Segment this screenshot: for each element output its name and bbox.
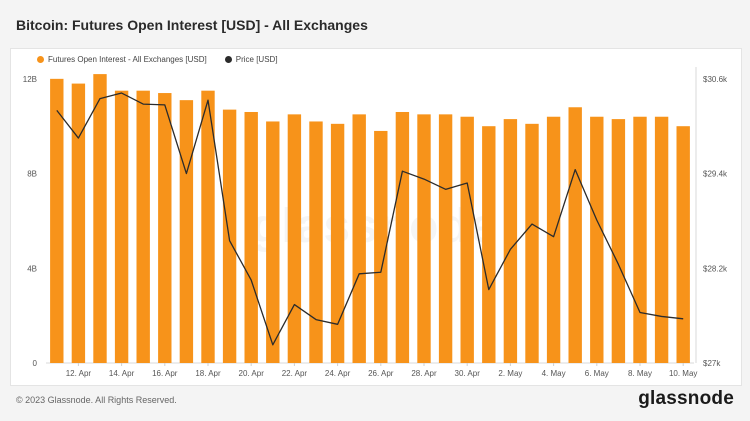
bar-open-interest	[287, 114, 302, 363]
y-right-tick-label: $27k	[703, 359, 721, 368]
x-tick-label: 22. Apr	[282, 369, 308, 378]
bar-open-interest	[93, 74, 107, 363]
x-tick-label: 28. Apr	[411, 369, 437, 378]
bar-open-interest	[676, 126, 690, 363]
x-tick-label: 30. Apr	[455, 369, 481, 378]
x-tick-label: 2. May	[498, 369, 522, 378]
bar-open-interest	[244, 111, 258, 363]
legend-item-price[interactable]: Price [USD]	[224, 55, 278, 64]
x-tick-label: 14. Apr	[109, 369, 135, 378]
bar-open-interest	[395, 111, 410, 363]
chart-title: Bitcoin: Futures Open Interest [USD] - A…	[16, 17, 368, 33]
y-right-tick-label: $30.6k	[703, 75, 728, 84]
bar-open-interest	[611, 119, 626, 363]
bar-open-interest	[201, 90, 215, 364]
y-left-tick-label: 12B	[23, 75, 37, 84]
brand-logo: glassnode	[638, 388, 734, 409]
bar-open-interest	[222, 109, 237, 363]
bar-open-interest	[158, 93, 172, 364]
bar-open-interest	[438, 114, 453, 363]
legend-item-open-interest[interactable]: Futures Open Interest - All Exchanges [U…	[37, 55, 207, 64]
y-right-tick-label: $29.4k	[703, 170, 728, 179]
legend-label-price: Price [USD]	[235, 55, 278, 64]
legend-swatch-price	[224, 56, 232, 63]
bar-open-interest	[114, 90, 129, 364]
x-tick-label: 26. Apr	[368, 369, 394, 378]
x-tick-label: 10. May	[669, 369, 697, 378]
copyright-text: © 2023 Glassnode. All Rights Reserved.	[16, 395, 177, 405]
bar-open-interest	[266, 121, 280, 364]
x-tick-label: 6. May	[585, 369, 609, 378]
bar-open-interest	[654, 116, 669, 363]
legend-label-open-interest: Futures Open Interest - All Exchanges [U…	[48, 55, 207, 64]
bar-open-interest	[352, 114, 366, 363]
bar-open-interest	[309, 121, 323, 364]
bar-open-interest	[330, 123, 345, 363]
bar-open-interest	[503, 119, 518, 363]
y-left-tick-label: 4B	[27, 264, 37, 273]
x-tick-label: 16. Apr	[152, 369, 178, 378]
bar-open-interest	[460, 116, 474, 363]
legend-swatch-open-interest	[37, 56, 44, 63]
x-tick-label: 20. Apr	[239, 369, 265, 378]
bar-open-interest	[590, 116, 604, 363]
legend: Futures Open Interest - All Exchanges [U…	[37, 55, 278, 64]
bar-open-interest	[482, 126, 496, 363]
y-left-tick-label: 8B	[27, 170, 37, 179]
x-tick-label: 18. Apr	[195, 369, 221, 378]
bar-open-interest	[568, 107, 582, 363]
bar-open-interest	[374, 130, 388, 363]
bar-open-interest	[525, 123, 539, 363]
bar-open-interest	[136, 90, 150, 364]
bar-open-interest	[417, 114, 431, 363]
bar-open-interest	[179, 100, 194, 364]
price-line	[56, 92, 684, 346]
x-tick-label: 8. May	[628, 369, 652, 378]
x-tick-label: 12. Apr	[66, 369, 92, 378]
chart-panel: Futures Open Interest - All Exchanges [U…	[10, 48, 742, 386]
chart-plot: 0 4B 8B 12B $27k $28.2k $29.4k $30.6k 12. Apr 14.…	[23, 67, 728, 378]
x-tick-label: 4. May	[542, 369, 566, 378]
y-left-tick-label: 0	[33, 359, 38, 368]
y-right-tick-label: $28.2k	[703, 264, 728, 273]
bar-open-interest	[71, 83, 86, 363]
x-tick-label: 24. Apr	[325, 369, 351, 378]
bar-open-interest	[50, 78, 64, 363]
bar-open-interest	[546, 116, 561, 363]
bar-open-interest	[633, 116, 647, 363]
